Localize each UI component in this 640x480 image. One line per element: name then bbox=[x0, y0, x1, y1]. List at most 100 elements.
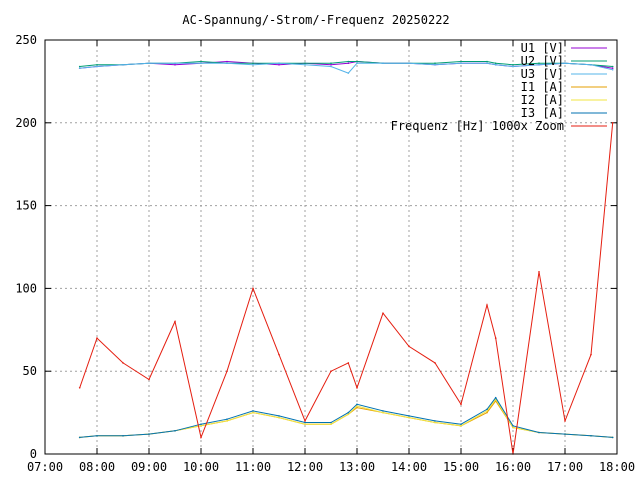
data-point bbox=[278, 62, 280, 64]
data-point bbox=[356, 403, 358, 406]
data-point bbox=[200, 425, 202, 427]
data-point bbox=[486, 411, 488, 414]
data-point bbox=[330, 370, 332, 373]
data-point bbox=[252, 62, 254, 64]
data-point bbox=[434, 64, 436, 66]
data-point bbox=[538, 271, 540, 273]
data-point bbox=[304, 420, 306, 422]
data-point bbox=[78, 436, 81, 439]
data-point bbox=[148, 62, 150, 64]
series-7 bbox=[78, 122, 614, 455]
data-point bbox=[96, 64, 98, 66]
data-point bbox=[512, 426, 514, 429]
data-point bbox=[408, 62, 410, 64]
legend-label: U1 [V] bbox=[521, 41, 564, 55]
x-tick-label: 07:00 bbox=[27, 460, 63, 474]
data-point bbox=[226, 420, 228, 422]
legend-label: U3 [V] bbox=[521, 67, 564, 81]
data-point bbox=[278, 416, 280, 419]
x-tick-label: 16:00 bbox=[495, 460, 531, 474]
data-point bbox=[278, 64, 280, 66]
data-point bbox=[78, 387, 81, 389]
data-point bbox=[347, 411, 350, 414]
data-point bbox=[538, 64, 540, 66]
x-tick-label: 13:00 bbox=[339, 460, 375, 474]
data-point bbox=[122, 362, 124, 364]
data-point bbox=[347, 362, 350, 364]
data-point bbox=[304, 423, 306, 426]
data-point bbox=[347, 413, 350, 416]
x-tick-label: 11:00 bbox=[235, 460, 271, 474]
x-tick-label: 09:00 bbox=[131, 460, 167, 474]
data-point bbox=[356, 62, 358, 64]
series-line bbox=[79, 62, 613, 74]
data-point bbox=[434, 421, 436, 424]
data-point bbox=[486, 408, 488, 411]
data-point bbox=[382, 312, 384, 315]
data-point bbox=[590, 353, 592, 356]
series-line bbox=[79, 122, 614, 455]
data-point bbox=[330, 64, 332, 66]
data-point bbox=[356, 405, 358, 407]
axis-ticks: 07:00 08:00 09:00 10:00 11:00 12:00 13:00 14:00… bbox=[15, 33, 635, 474]
data-point bbox=[252, 410, 254, 412]
data-point bbox=[486, 410, 488, 412]
data-point bbox=[252, 287, 254, 290]
data-point bbox=[226, 418, 228, 421]
data-point bbox=[200, 436, 202, 439]
data-point bbox=[356, 406, 358, 409]
data-point bbox=[78, 67, 81, 69]
data-point bbox=[460, 423, 462, 426]
series-3 bbox=[78, 62, 614, 74]
data-point bbox=[611, 436, 614, 439]
data-point bbox=[304, 421, 306, 424]
data-point bbox=[564, 62, 566, 64]
data-point bbox=[96, 337, 98, 339]
data-point bbox=[330, 421, 332, 424]
data-point bbox=[590, 64, 592, 66]
x-tick-label: 14:00 bbox=[391, 460, 427, 474]
data-point bbox=[356, 60, 358, 63]
y-tick-label: 200 bbox=[15, 116, 37, 130]
data-point bbox=[304, 64, 306, 66]
data-point bbox=[494, 337, 497, 339]
data-point bbox=[278, 415, 280, 417]
x-tick-label: 18:00 bbox=[599, 460, 635, 474]
data-point bbox=[486, 60, 488, 63]
data-point bbox=[611, 69, 614, 71]
data-point bbox=[252, 411, 254, 414]
y-tick-label: 0 bbox=[30, 447, 37, 461]
legend-label: Frequenz [Hz] 1000x Zoom bbox=[391, 119, 564, 133]
y-tick-label: 150 bbox=[15, 199, 37, 213]
data-point bbox=[174, 430, 176, 432]
data-point bbox=[486, 62, 488, 64]
grid bbox=[45, 40, 617, 454]
data-point bbox=[174, 62, 176, 64]
data-point bbox=[512, 65, 514, 68]
data-point bbox=[330, 65, 332, 68]
data-point bbox=[494, 62, 497, 64]
series-6 bbox=[78, 396, 614, 439]
data-point bbox=[96, 65, 98, 68]
data-point bbox=[200, 423, 202, 426]
data-point bbox=[494, 64, 497, 66]
data-point bbox=[564, 433, 566, 435]
data-point bbox=[408, 345, 410, 348]
data-point bbox=[148, 378, 150, 381]
legend-label: I3 [A] bbox=[521, 106, 564, 120]
data-point bbox=[434, 420, 436, 422]
series-line bbox=[79, 398, 613, 438]
data-point bbox=[330, 62, 332, 64]
data-point bbox=[611, 65, 614, 68]
data-point bbox=[564, 420, 566, 422]
data-point bbox=[347, 60, 350, 63]
data-point bbox=[382, 410, 384, 412]
data-point bbox=[304, 62, 306, 64]
data-point bbox=[494, 396, 497, 399]
legend: U1 [V]U2 [V]U3 [V]I1 [A]I2 [A]I3 [A]Freq… bbox=[391, 41, 607, 133]
x-tick-label: 15:00 bbox=[443, 460, 479, 474]
data-point bbox=[78, 65, 81, 68]
y-tick-label: 100 bbox=[15, 281, 37, 295]
data-point bbox=[590, 435, 592, 437]
